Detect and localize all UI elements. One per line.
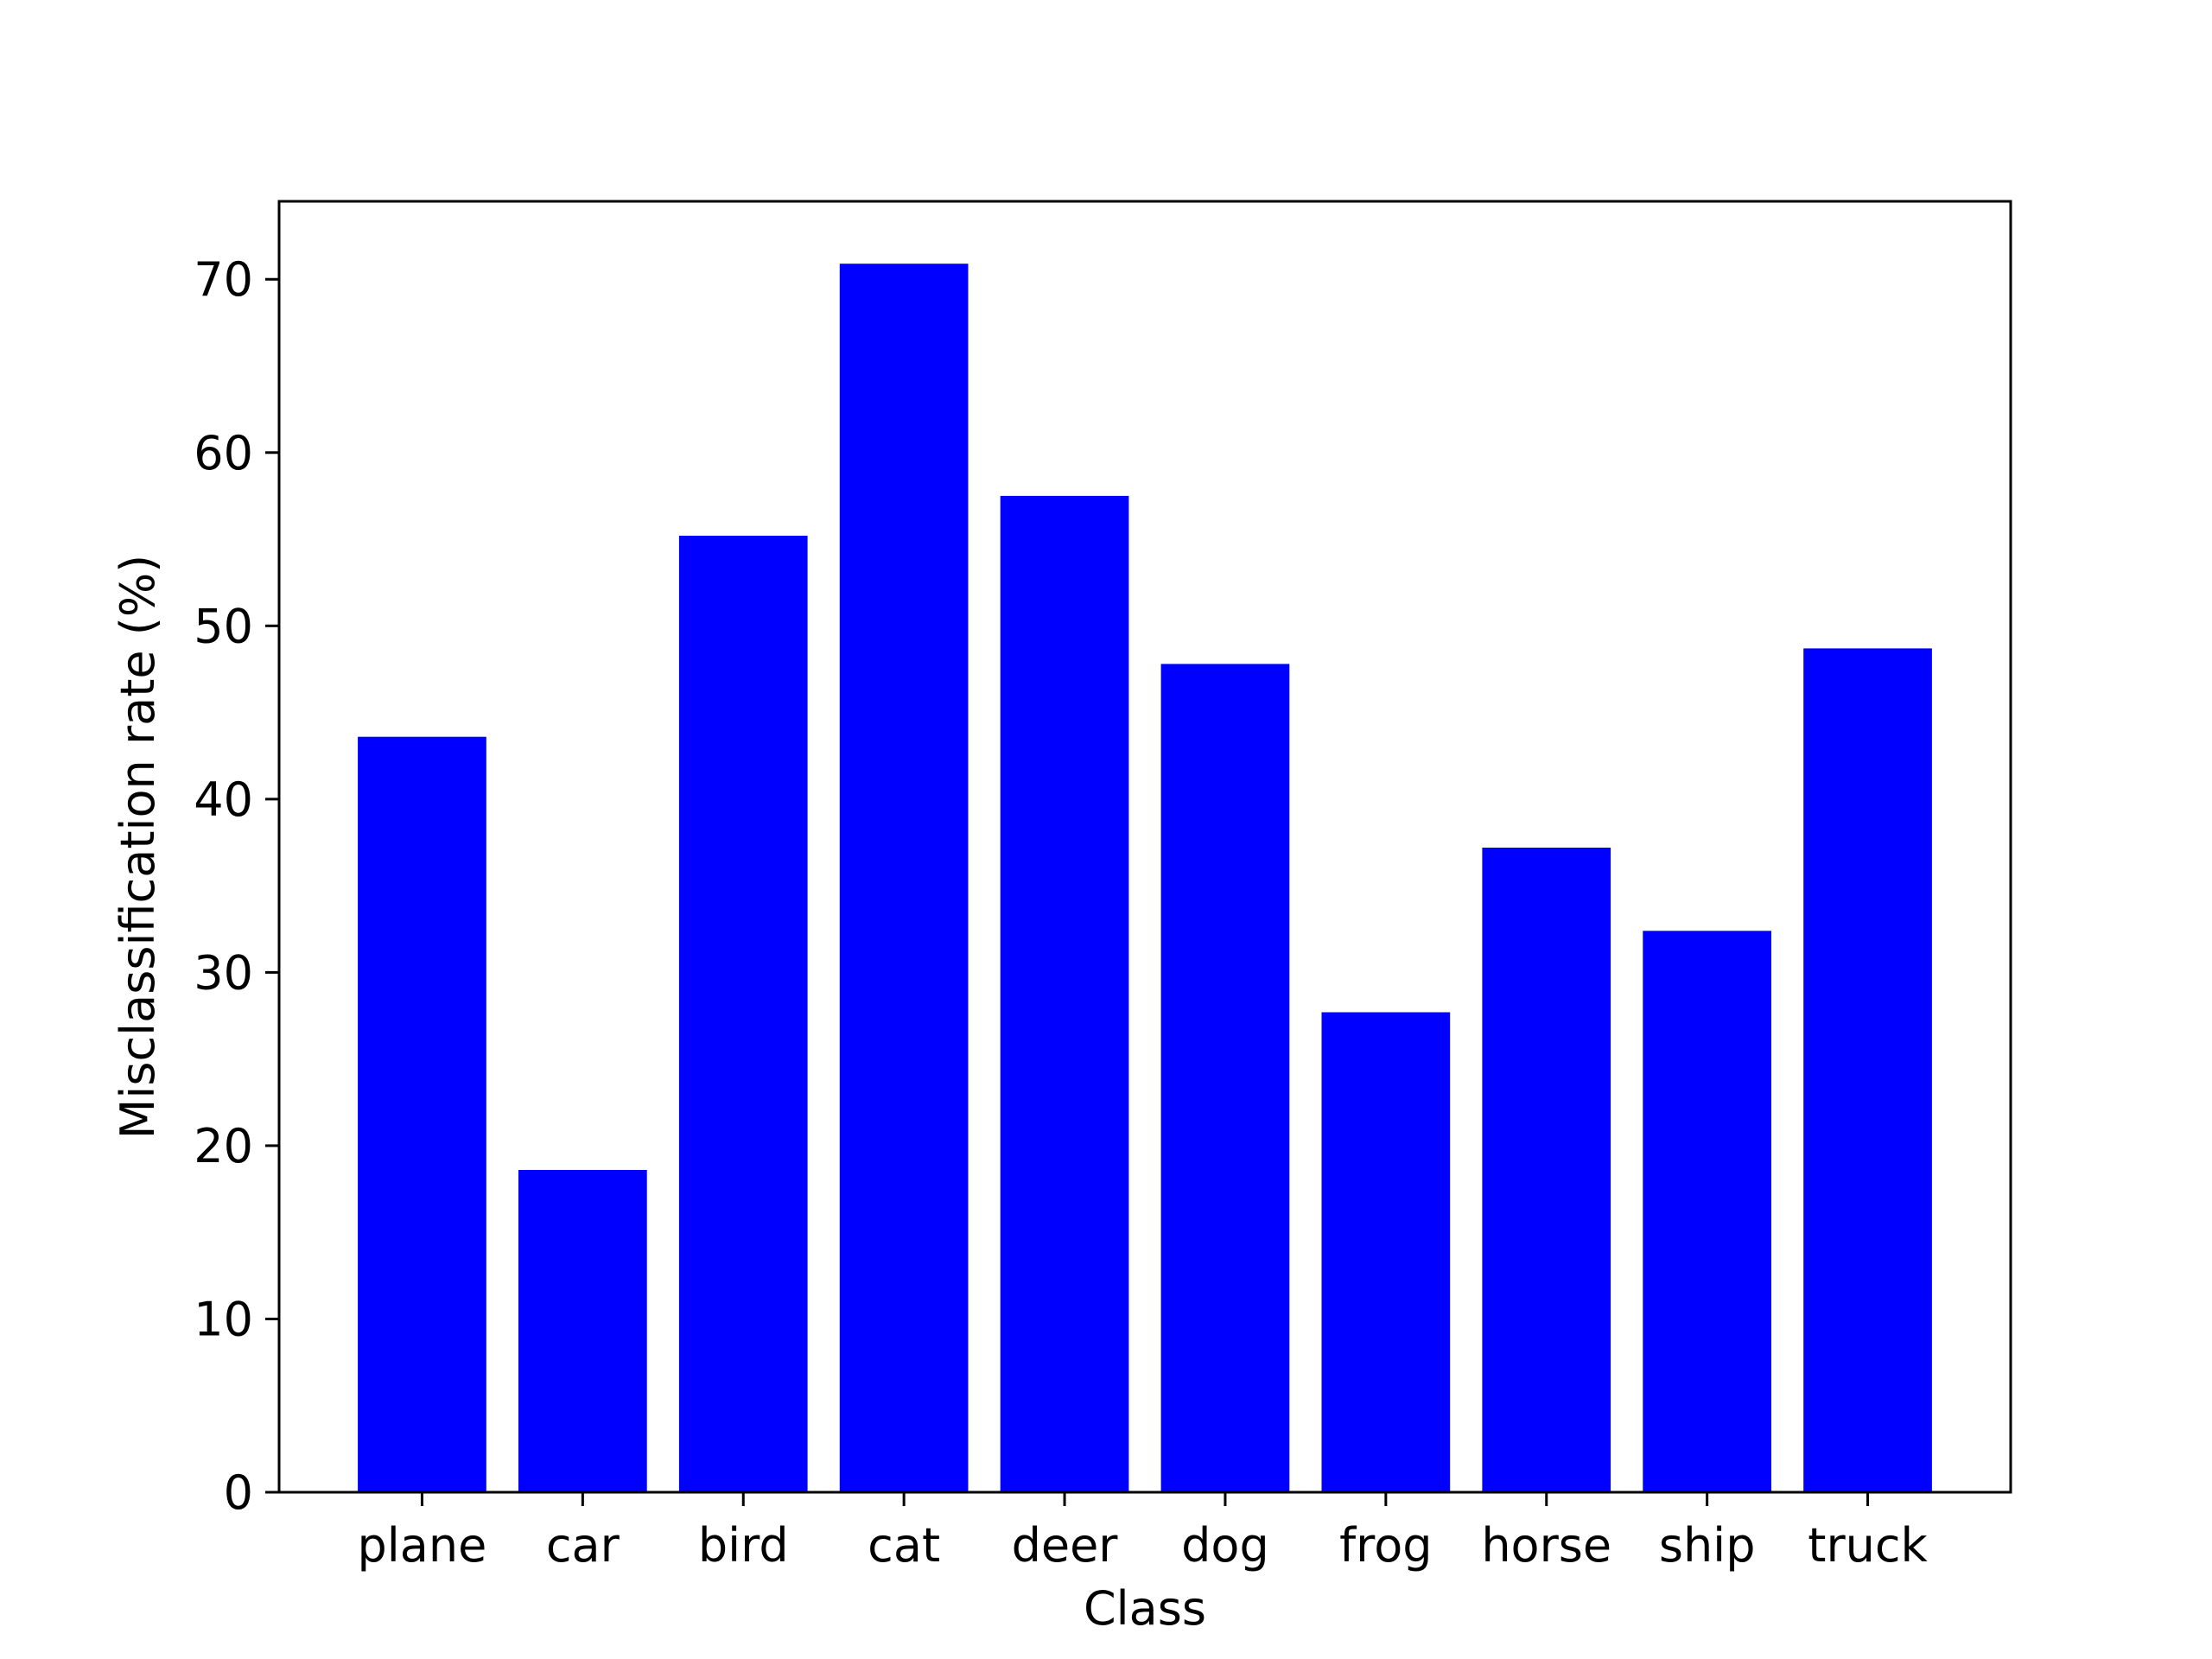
bar-plane xyxy=(358,736,486,1492)
y-tick-label: 40 xyxy=(194,772,253,827)
y-tick-label: 60 xyxy=(194,426,253,480)
x-tick-label: cat xyxy=(868,1518,940,1573)
x-tick-label: frog xyxy=(1339,1518,1432,1573)
y-tick-label: 10 xyxy=(194,1292,253,1346)
x-tick-label: dog xyxy=(1181,1518,1269,1573)
y-axis-label: Misclassification rate (%) xyxy=(111,555,165,1139)
y-tick-label: 30 xyxy=(194,945,253,1000)
bar-bird xyxy=(678,536,808,1492)
bar-ship xyxy=(1643,931,1771,1492)
x-tick-label: deer xyxy=(1012,1518,1119,1573)
x-tick-label: ship xyxy=(1659,1518,1756,1573)
y-ticks-group: 0 10 20 30 40 50 60 70 xyxy=(194,252,279,1520)
x-tick-label: horse xyxy=(1481,1518,1611,1573)
bar-cat xyxy=(839,264,969,1493)
plot-frame xyxy=(277,200,2012,1494)
x-tick-label: truck xyxy=(1808,1518,1928,1573)
y-tick-label: 20 xyxy=(194,1119,253,1173)
bar-deer xyxy=(1000,495,1129,1492)
bar-frog xyxy=(1321,1012,1451,1492)
x-ticks-group: plane car bird cat deer dog frog horse ship truck xyxy=(358,1492,1929,1573)
bar-truck xyxy=(1803,648,1932,1492)
x-tick-label: plane xyxy=(358,1518,487,1573)
bars-group xyxy=(358,264,1932,1493)
x-axis-label: Class xyxy=(1084,1581,1206,1636)
x-tick-label: car xyxy=(546,1518,620,1573)
bar-horse xyxy=(1482,848,1611,1492)
bar-car xyxy=(518,1170,647,1492)
bar-dog xyxy=(1160,664,1290,1492)
y-tick-label: 50 xyxy=(194,599,253,653)
y-tick-label: 70 xyxy=(194,252,253,307)
y-tick-label: 0 xyxy=(224,1465,253,1520)
x-tick-label: bird xyxy=(698,1518,789,1573)
